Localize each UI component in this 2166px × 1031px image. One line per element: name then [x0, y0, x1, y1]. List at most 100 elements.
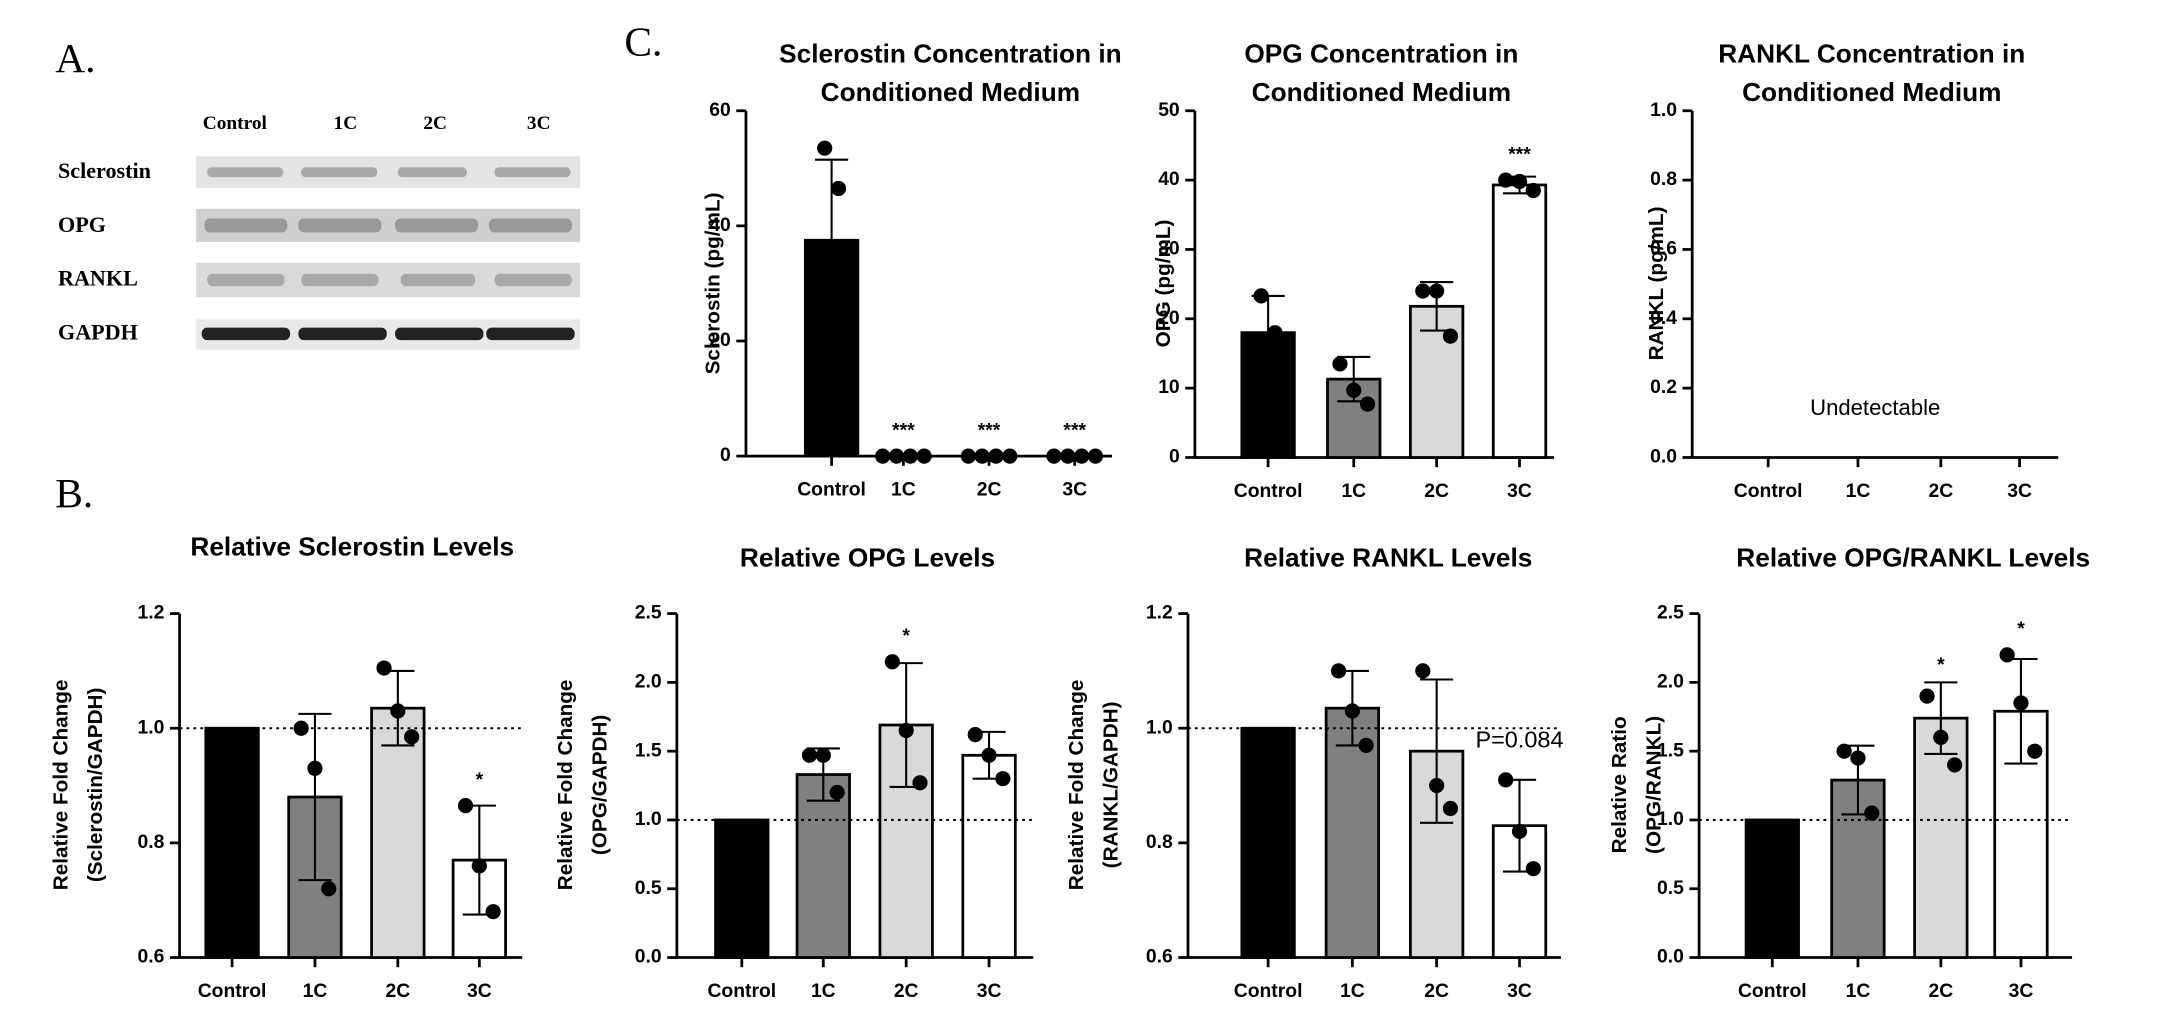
- bar: [961, 753, 1017, 959]
- y-tick-label: 1.0: [1657, 809, 1684, 830]
- lane-label: 1C: [334, 113, 358, 134]
- protein-label: Sclerostin: [58, 158, 151, 183]
- bar: [204, 726, 260, 959]
- chart-title: Sclerostin Concentration in: [779, 38, 1122, 68]
- y-tick-label: 2.0: [1657, 671, 1684, 692]
- x-tick-label: 1C: [1340, 981, 1365, 1002]
- chart-title: Conditioned Medium: [1252, 77, 1511, 107]
- lane-label: 3C: [527, 113, 551, 134]
- y-axis-label: Sclerostin (pg/mL): [702, 192, 725, 374]
- data-point: [2013, 695, 2029, 711]
- data-point: [830, 180, 847, 197]
- chart-title: OPG Concentration in: [1244, 38, 1518, 68]
- data-point: [1525, 861, 1541, 877]
- data-point: [1919, 688, 1935, 704]
- data-point: [376, 660, 392, 676]
- annotation: *: [1937, 655, 1945, 676]
- protein-label: GAPDH: [58, 320, 138, 345]
- x-tick-label: 3C: [2009, 981, 2034, 1002]
- x-tick-label: 1C: [1846, 481, 1871, 502]
- chart-title: Relative Sclerostin Levels: [190, 532, 514, 562]
- y-tick-label: 1.2: [1146, 603, 1173, 624]
- data-point: [485, 904, 501, 920]
- y-tick-label: 0.4: [1650, 308, 1677, 329]
- y-axis-label: Relative Fold Change: [1065, 680, 1088, 891]
- data-point: [960, 448, 976, 464]
- data-point: [884, 654, 900, 670]
- annotation: *: [476, 770, 484, 791]
- y-tick-label: 60: [709, 100, 731, 121]
- y-tick-label: 0: [720, 445, 731, 466]
- data-point: [1498, 772, 1514, 788]
- x-tick-label: Control: [707, 981, 776, 1002]
- y-tick-label: 1.0: [635, 809, 662, 830]
- y-axis-label: Relative Fold Change: [554, 680, 577, 891]
- annotation: *: [902, 626, 910, 647]
- y-tick-label: 2.5: [1657, 603, 1684, 624]
- data-point: [1429, 777, 1445, 794]
- chart-title: Relative OPG/RANKL Levels: [1736, 543, 2090, 573]
- y-tick-label: 0.5: [635, 878, 662, 899]
- x-tick-label: 3C: [977, 981, 1002, 1002]
- chart-title: RANKL Concentration in: [1718, 38, 2025, 68]
- x-tick-label: 2C: [977, 480, 1002, 501]
- data-point: [471, 858, 487, 874]
- data-point: [1864, 805, 1880, 821]
- bar: [795, 773, 851, 959]
- bar: [1913, 716, 1969, 959]
- x-tick-label: 3C: [1507, 481, 1532, 502]
- y-axis-label: OPG (pg/mL): [1152, 220, 1175, 348]
- x-tick-label: 2C: [1928, 481, 1953, 502]
- data-point: [1267, 325, 1283, 341]
- y-tick-label: 40: [709, 215, 731, 236]
- data-point: [815, 747, 831, 763]
- data-point: [912, 775, 928, 791]
- x-tick-label: 3C: [1062, 480, 1087, 501]
- western-blot: Control 1C 2C 3C Sclerostin OPG RANKL GA…: [58, 113, 581, 350]
- data-point: [293, 720, 309, 736]
- y-tick-label: 0.0: [635, 947, 662, 968]
- annotation: ***: [892, 420, 915, 441]
- y-tick-label: 1.0: [1146, 717, 1173, 738]
- y-tick-label: 20: [709, 330, 731, 351]
- y-tick-label: 0.8: [138, 832, 165, 853]
- data-point: [390, 703, 406, 719]
- y-axis-label: RANKL (pg/mL): [1645, 207, 1668, 361]
- data-point: [875, 448, 891, 464]
- x-tick-label: Control: [797, 480, 866, 501]
- chart-title: Relative RANKL Levels: [1244, 543, 1532, 573]
- y-tick-label: 1.2: [138, 603, 165, 624]
- data-point: [1074, 448, 1090, 464]
- data-point: [898, 722, 914, 739]
- chart-title: Conditioned Medium: [1742, 77, 2001, 107]
- x-tick-label: 2C: [1424, 481, 1449, 502]
- data-point: [1933, 729, 1949, 746]
- data-point: [1330, 663, 1347, 679]
- data-point: [1253, 288, 1269, 304]
- annotation: ***: [978, 420, 1001, 441]
- y-tick-label: 2.5: [635, 603, 662, 624]
- panel-label: B.: [55, 470, 93, 516]
- y-tick-label: 0.6: [1146, 947, 1173, 968]
- y-tick-label: 40: [1158, 169, 1179, 190]
- protein-label: RANKL: [58, 266, 138, 291]
- data-point: [981, 747, 997, 763]
- annotation: P=0.084: [1475, 726, 1563, 752]
- data-point: [321, 881, 337, 897]
- data-point: [1525, 182, 1541, 199]
- data-point: [1999, 647, 2015, 663]
- y-axis-label: Relative Ratio: [1608, 716, 1631, 853]
- data-point: [1511, 823, 1528, 840]
- y-tick-label: 1.0: [1650, 100, 1677, 121]
- data-point: [829, 784, 845, 801]
- panel-label: A.: [55, 35, 95, 81]
- y-axis-label: (OPG/RANKL): [1642, 716, 1665, 854]
- data-point: [817, 140, 833, 156]
- data-point: [1442, 328, 1459, 344]
- bar: [1744, 818, 1800, 959]
- data-point: [1087, 448, 1104, 464]
- x-tick-label: 1C: [303, 981, 328, 1002]
- annotation: *: [2017, 619, 2025, 640]
- x-tick-label: 2C: [894, 981, 919, 1002]
- y-axis-label: Relative Fold Change: [50, 680, 73, 891]
